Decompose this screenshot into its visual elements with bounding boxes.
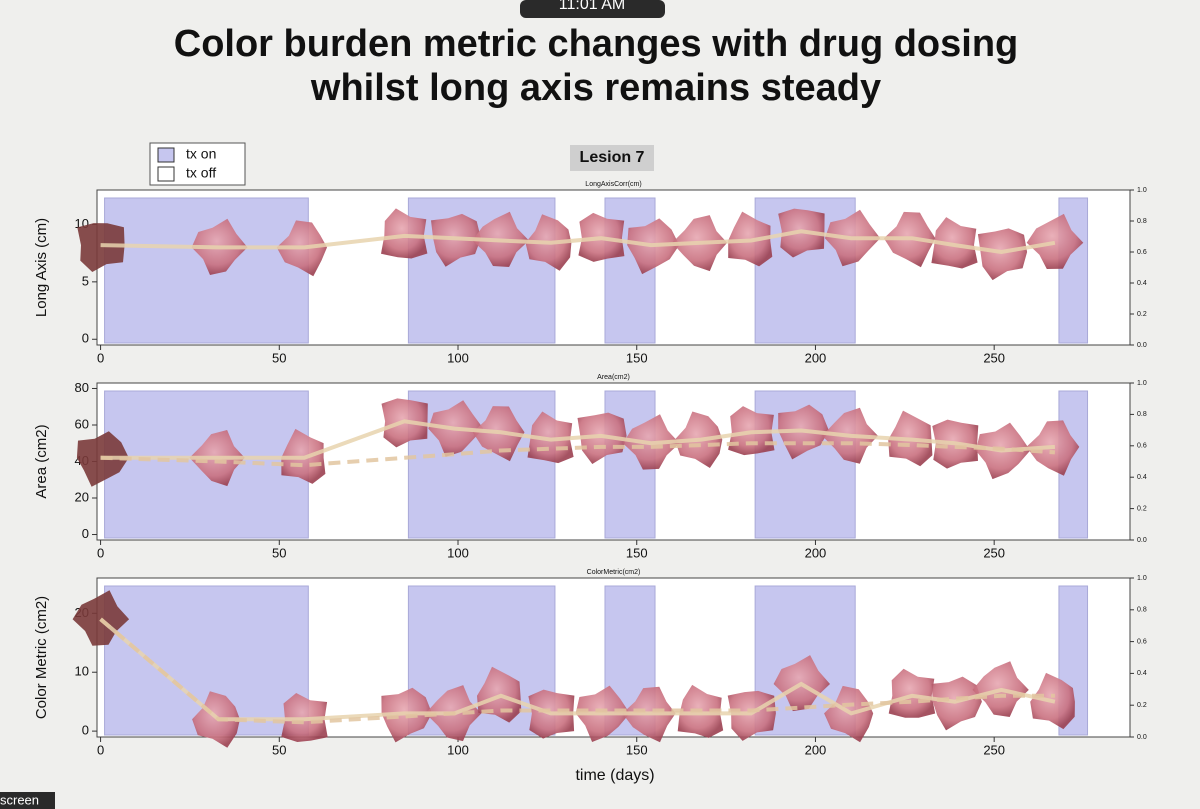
x-tick-label: 250 (983, 545, 1005, 560)
series-line (100, 229, 1056, 255)
y2-tick-label: 0.8 (1137, 607, 1147, 614)
y-tick-label: 20 (75, 489, 89, 504)
slide-title: whilst long axis remains steady (310, 67, 881, 109)
x-tick-label: 150 (626, 545, 648, 560)
y2-tick-label: 0.4 (1137, 474, 1147, 481)
x-tick-label: 200 (805, 350, 827, 365)
lesion-image (977, 228, 1028, 281)
subplot-title: ColorMetric(cm2) (587, 569, 641, 576)
x-tick-label: 150 (626, 742, 648, 757)
x-tick-label: 0 (97, 545, 104, 560)
x-tick-label: 50 (272, 545, 286, 560)
clock-badge (520, 0, 665, 18)
legend-swatch (157, 166, 175, 182)
y-tick-label: 10 (75, 664, 89, 679)
y-tick-label: 60 (75, 416, 89, 431)
x-tick-label: 250 (983, 742, 1005, 757)
clock: 11:01 AM (559, 0, 625, 13)
tx-on-span (407, 390, 556, 539)
y-tick-label: 0 (82, 331, 89, 346)
x-tick-label: 250 (983, 350, 1005, 365)
lesion-image (381, 208, 428, 259)
lesion-image (931, 676, 982, 731)
y2-tick-label: 0.6 (1137, 249, 1147, 256)
subplot-title: Area(cm2) (597, 374, 630, 381)
series-line (100, 419, 1056, 460)
y2-tick-label: 0.8 (1137, 411, 1147, 418)
y2-tick-label: 0.0 (1137, 342, 1147, 349)
x-tick-label: 0 (97, 742, 104, 757)
x-tick-label: 100 (447, 545, 469, 560)
y-tick-label: 80 (75, 380, 89, 395)
taskbar-label: screen (0, 792, 39, 807)
series-line (99, 617, 1056, 722)
legend-swatch (157, 147, 175, 163)
y2-tick-label: 0.8 (1137, 218, 1147, 225)
x-tick-label: 50 (272, 350, 286, 365)
y2-tick-label: 0.2 (1137, 311, 1147, 318)
lesion-image (888, 668, 936, 718)
x-tick-label: 0 (97, 350, 104, 365)
lesion-image (77, 223, 125, 272)
x-axis-label: time (days) (575, 767, 654, 784)
x-tick-label: 200 (805, 545, 827, 560)
figure-title-box (570, 145, 654, 171)
legend-label: tx on (186, 146, 216, 162)
y2-tick-label: 0.4 (1137, 280, 1147, 287)
x-tick-label: 200 (805, 742, 827, 757)
y-tick-label: 0 (82, 526, 89, 541)
x-tick-label: 100 (447, 742, 469, 757)
tx-on-span (407, 197, 556, 344)
lesion-image (727, 690, 776, 741)
lesion-image (577, 412, 627, 464)
y-axis-label: Long Axis (cm) (33, 218, 50, 317)
subplot-title: LongAxisCorr(cm) (585, 181, 641, 188)
y2-tick-label: 0.6 (1137, 443, 1147, 450)
tx-on-span (104, 197, 309, 344)
y2-tick-label: 1.0 (1137, 575, 1147, 582)
series-line (99, 617, 1055, 725)
y2-tick-label: 0.4 (1137, 670, 1147, 677)
y2-tick-label: 0.6 (1137, 638, 1147, 645)
y-axis-label: Color Metric (cm2) (33, 596, 50, 719)
lesion-image (431, 213, 481, 267)
taskbar (0, 792, 55, 809)
lesion-image (931, 217, 978, 269)
y2-tick-label: 0.0 (1137, 734, 1147, 741)
x-tick-label: 100 (447, 350, 469, 365)
series-line (100, 441, 1056, 468)
y-tick-label: 0 (82, 723, 89, 738)
legend-label: tx off (186, 165, 216, 181)
y2-tick-label: 0.2 (1137, 702, 1147, 709)
x-tick-label: 150 (626, 350, 648, 365)
y2-tick-label: 0.0 (1137, 537, 1147, 544)
x-tick-label: 50 (272, 742, 286, 757)
y2-tick-label: 1.0 (1137, 380, 1147, 387)
y2-tick-label: 0.2 (1137, 505, 1147, 512)
slide-title: Color burden metric changes with drug do… (174, 23, 1019, 65)
y-tick-label: 5 (82, 273, 89, 288)
y-axis-label: Area (cm2) (33, 424, 50, 498)
figure-title: Lesion 7 (580, 149, 645, 166)
y2-tick-label: 1.0 (1137, 187, 1147, 194)
lesion-image (1026, 213, 1084, 269)
